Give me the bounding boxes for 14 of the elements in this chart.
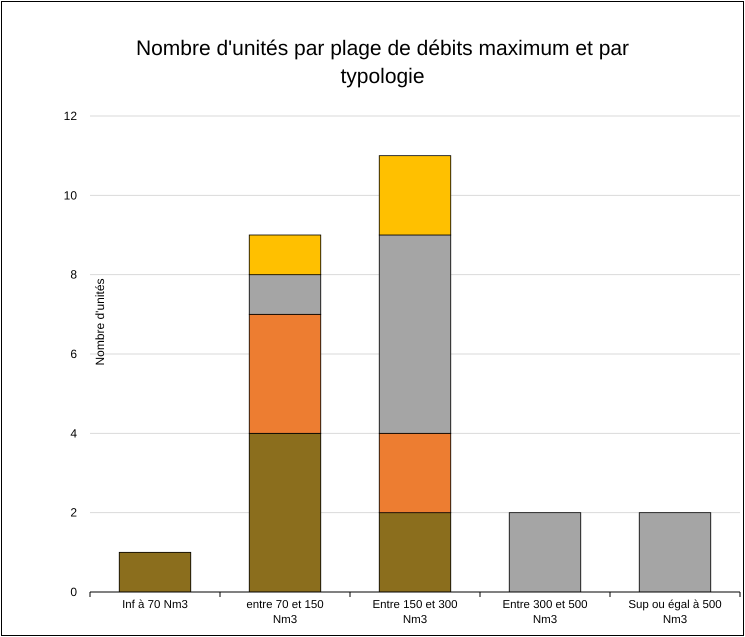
y-axis-title: Nombre d'unités xyxy=(93,278,107,366)
x-tick-label: Entre 300 et 500 Nm3 xyxy=(502,599,588,626)
y-tick-label: 10 xyxy=(64,188,78,202)
y-tick-label: 0 xyxy=(70,585,78,599)
y-tick-label: 2 xyxy=(70,506,78,520)
chart-title: Nombre d'unités par plage de débits maximum et par typologie xyxy=(136,37,630,88)
y-tick-label: 12 xyxy=(64,109,78,123)
x-tick-label: entre 70 et 150 Nm3 xyxy=(246,599,324,626)
y-tick-label: 4 xyxy=(70,426,78,440)
x-tick-label: Inf à 70 Nm3 xyxy=(122,599,188,611)
x-tick-label: Entre 150 et 300 Nm3 xyxy=(372,599,458,626)
y-tick-label: 8 xyxy=(70,268,78,282)
x-tick-label: Sup ou égal à 500 Nm3 xyxy=(628,599,722,626)
y-tick-label: 6 xyxy=(70,347,78,361)
